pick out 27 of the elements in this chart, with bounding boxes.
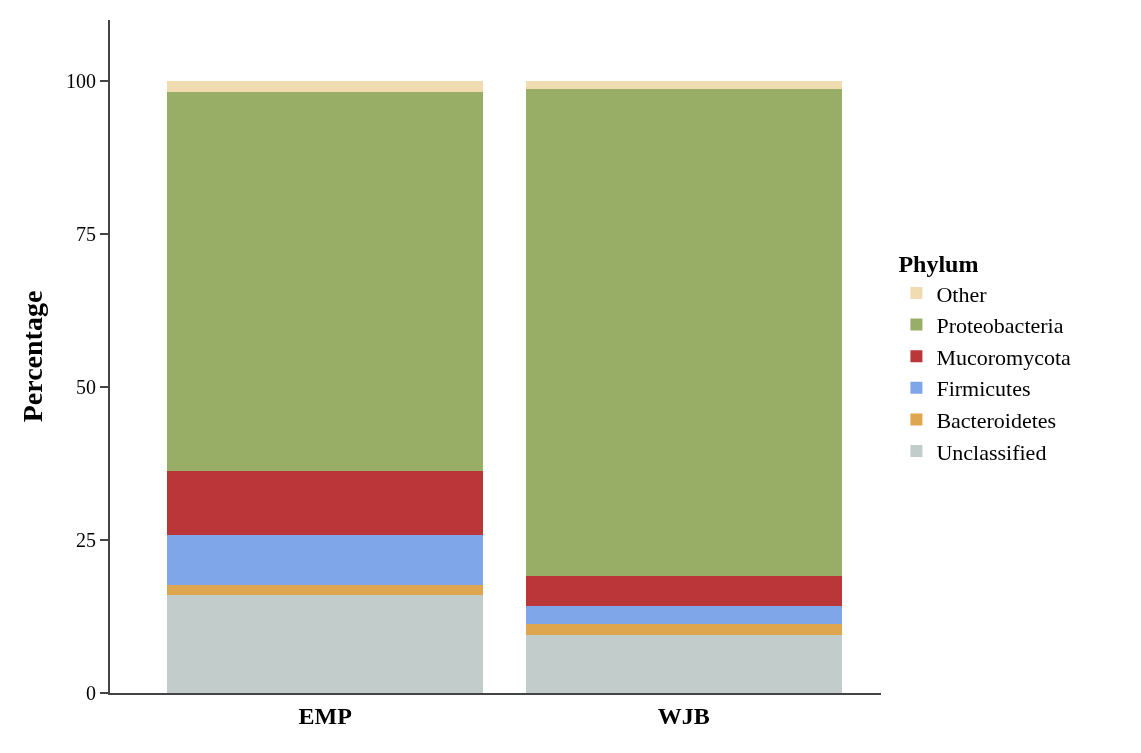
legend-label: Firmicutes	[936, 376, 1031, 402]
x-tick-label: WJB	[657, 702, 710, 729]
legend-label: Bacteroidetes	[936, 407, 1057, 433]
legend-title: Phylum	[898, 251, 979, 278]
y-tick-label: 75	[76, 223, 96, 246]
y-tick-label: 0	[86, 682, 96, 704]
bar	[525, 606, 842, 625]
bar	[167, 585, 483, 595]
y-tick-label: 50	[76, 376, 96, 399]
y-axis-title: Percentage	[17, 290, 49, 423]
bar	[167, 594, 483, 693]
bar	[167, 470, 483, 536]
legend-label: Unclassified	[936, 439, 1047, 465]
bar	[525, 576, 842, 607]
y-tick-label: 100	[66, 70, 96, 93]
bar	[525, 89, 842, 577]
legend-label: Other	[936, 281, 988, 307]
bar	[167, 91, 483, 471]
bar	[525, 634, 842, 693]
legend-label: Proteobacteria	[936, 313, 1064, 339]
x-tick-label: EMP	[298, 702, 352, 729]
bar	[167, 81, 483, 92]
bar	[167, 535, 483, 586]
bar	[525, 624, 842, 635]
bar	[525, 81, 842, 90]
y-tick-label: 25	[76, 529, 96, 552]
legend-label: Mucoromycota	[936, 344, 1072, 370]
